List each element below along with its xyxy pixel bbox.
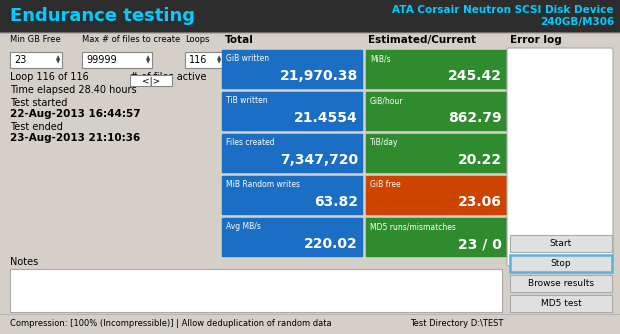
FancyBboxPatch shape: [10, 52, 62, 68]
Text: 7,347,720: 7,347,720: [280, 153, 358, 167]
Text: Loops: Loops: [185, 35, 210, 44]
Text: MiB/s: MiB/s: [370, 54, 391, 63]
FancyBboxPatch shape: [130, 75, 172, 86]
Text: Error log: Error log: [510, 35, 562, 45]
Text: Test ended: Test ended: [10, 122, 63, 132]
FancyBboxPatch shape: [510, 235, 612, 252]
Text: MiB Random writes: MiB Random writes: [226, 180, 300, 189]
Text: Endurance testing: Endurance testing: [10, 7, 195, 25]
Text: Total: Total: [225, 35, 254, 45]
Text: 23-Aug-2013 21:10:36: 23-Aug-2013 21:10:36: [10, 133, 140, 143]
FancyBboxPatch shape: [510, 255, 612, 272]
FancyBboxPatch shape: [510, 275, 612, 292]
FancyBboxPatch shape: [185, 52, 223, 68]
Text: ▼: ▼: [217, 59, 221, 64]
Text: Browse results: Browse results: [528, 279, 594, 288]
Text: GiB free: GiB free: [370, 180, 401, 189]
Text: TiB/day: TiB/day: [370, 138, 399, 147]
Text: Compression: [100% (Incompressible)] | Allow deduplication of random data: Compression: [100% (Incompressible)] | A…: [10, 320, 332, 329]
Text: ▼: ▼: [56, 59, 60, 64]
Text: ▲: ▲: [146, 55, 150, 60]
Text: 63.82: 63.82: [314, 195, 358, 209]
Text: ▼: ▼: [146, 59, 150, 64]
Text: ▲: ▲: [217, 55, 221, 60]
Text: Avg MB/s: Avg MB/s: [226, 222, 261, 231]
Text: Files created: Files created: [226, 138, 275, 147]
Text: 23: 23: [14, 55, 27, 65]
FancyBboxPatch shape: [82, 52, 152, 68]
Text: 116: 116: [189, 55, 207, 65]
Text: TiB written: TiB written: [226, 96, 268, 105]
Text: Loop 116 of 116: Loop 116 of 116: [10, 72, 89, 82]
Text: Notes: Notes: [10, 257, 38, 267]
FancyBboxPatch shape: [10, 269, 502, 312]
Text: 862.79: 862.79: [448, 111, 502, 125]
Bar: [222, 92, 362, 130]
Bar: [222, 176, 362, 214]
Bar: [222, 50, 362, 88]
Text: <|>: <|>: [142, 76, 160, 86]
Bar: [0, 0, 620, 32]
Text: Start: Start: [550, 239, 572, 248]
Text: GiB written: GiB written: [226, 54, 269, 63]
Text: Test started: Test started: [10, 98, 68, 108]
Text: GiB/hour: GiB/hour: [370, 96, 404, 105]
Text: Max # of files to create: Max # of files to create: [82, 35, 180, 44]
FancyBboxPatch shape: [507, 48, 613, 266]
Text: 21.4554: 21.4554: [294, 111, 358, 125]
Bar: [366, 134, 506, 172]
Text: MD5 runs/mismatches: MD5 runs/mismatches: [370, 222, 456, 231]
Text: # of files active: # of files active: [130, 72, 206, 82]
Bar: [366, 50, 506, 88]
Bar: [222, 134, 362, 172]
FancyBboxPatch shape: [510, 295, 612, 312]
Bar: [366, 218, 506, 256]
Text: MD5 test: MD5 test: [541, 299, 582, 308]
Text: ▲: ▲: [56, 55, 60, 60]
Text: 21,970.38: 21,970.38: [280, 69, 358, 83]
Text: ATA Corsair Neutron SCSI Disk Device
240GB/M306: ATA Corsair Neutron SCSI Disk Device 240…: [392, 5, 614, 27]
Text: Time elapsed 28.40 hours: Time elapsed 28.40 hours: [10, 85, 136, 95]
Text: Stop: Stop: [551, 259, 571, 268]
Bar: [222, 218, 362, 256]
Bar: [366, 176, 506, 214]
Text: Estimated/Current: Estimated/Current: [368, 35, 476, 45]
Text: 99999: 99999: [86, 55, 117, 65]
Text: Min GB Free: Min GB Free: [10, 35, 61, 44]
Text: 220.02: 220.02: [304, 237, 358, 251]
Text: 22-Aug-2013 16:44:57: 22-Aug-2013 16:44:57: [10, 109, 141, 119]
Text: 20.22: 20.22: [458, 153, 502, 167]
Text: 23.06: 23.06: [458, 195, 502, 209]
Bar: [366, 92, 506, 130]
Text: 23 / 0: 23 / 0: [458, 237, 502, 251]
Text: 245.42: 245.42: [448, 69, 502, 83]
Text: Test Directory D:\TEST: Test Directory D:\TEST: [410, 320, 503, 329]
